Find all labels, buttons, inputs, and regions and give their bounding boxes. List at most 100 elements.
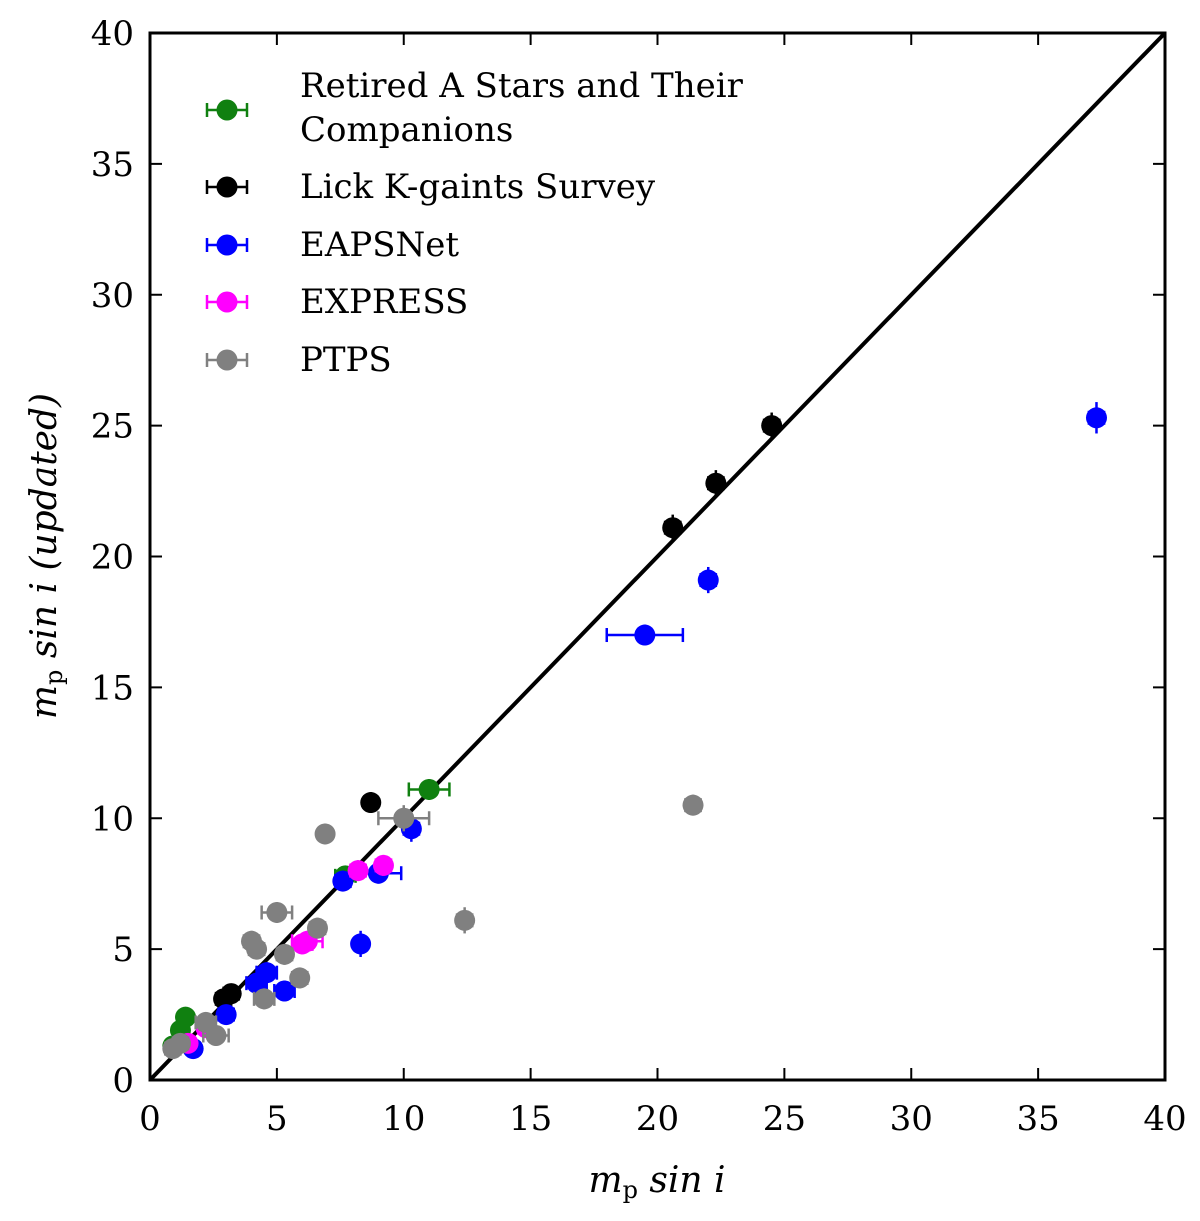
marker-eapsnet — [350, 933, 372, 955]
legend-marker — [216, 234, 238, 256]
x-axis-title: mp sin i — [588, 1160, 725, 1204]
marker-express — [372, 854, 394, 876]
marker-eapsnet — [634, 624, 656, 646]
marker-ptps — [273, 943, 295, 965]
y-tick-label: 0 — [112, 1061, 134, 1101]
data-point-eapsnet — [1085, 402, 1107, 434]
marker-lick-k-gaints-survey — [705, 472, 727, 494]
data-point-lick-k-gaints-survey — [705, 470, 727, 497]
x-tick-label: 30 — [890, 1099, 933, 1139]
marker-lick-k-gaints-survey — [761, 415, 783, 437]
y-axis-title: mp sin i (updated) — [24, 393, 68, 719]
marker-express — [291, 933, 313, 955]
marker-eapsnet — [697, 569, 719, 591]
marker-ptps — [314, 823, 336, 845]
marker-ptps — [246, 938, 268, 960]
data-point-ptps — [162, 1038, 184, 1060]
data-point-lick-k-gaints-survey — [360, 792, 382, 814]
x-tick-label: 25 — [763, 1099, 806, 1139]
legend-label: EAPSNet — [300, 225, 459, 265]
x-tick-label: 40 — [1143, 1099, 1186, 1139]
marker-ptps — [682, 794, 704, 816]
data-point-eapsnet — [697, 566, 719, 594]
data-point-ptps — [194, 1011, 218, 1033]
y-tick-label: 30 — [91, 276, 134, 316]
data-point-lick-k-gaints-survey — [662, 514, 684, 541]
data-point-ptps — [289, 967, 311, 989]
legend-label: Lick K-gaints Survey — [300, 167, 656, 207]
y-tick-label: 15 — [91, 668, 134, 708]
marker-eapsnet — [273, 980, 295, 1002]
marker-retired-a-stars-and-their-companions — [418, 778, 440, 800]
data-point-express — [372, 854, 394, 876]
axis-ticks: 0 5 10 15 20 25 30 35 40 0 5 10 15 20 25 30 35 40 — [91, 14, 1187, 1139]
data-point-ptps — [306, 917, 328, 939]
marker-express — [347, 860, 369, 882]
data-point-express — [347, 860, 369, 882]
y-tick-label: 5 — [112, 930, 134, 970]
data-point-eapsnet — [605, 624, 685, 646]
legend-label: PTPS — [300, 340, 392, 380]
data-point-ptps — [273, 943, 295, 965]
data-point-ptps — [260, 901, 294, 923]
marker-ptps — [393, 807, 415, 829]
legend-marker — [216, 176, 238, 198]
legend-label: Companions — [300, 110, 513, 150]
marker-eapsnet — [332, 870, 354, 892]
marker-lick-k-gaints-survey — [360, 792, 382, 814]
x-tick-label: 35 — [1016, 1099, 1059, 1139]
one-to-one-line — [150, 33, 1165, 1080]
data-point-eapsnet — [245, 972, 268, 994]
legend-item-eapsnet: EAPSNet — [205, 225, 459, 265]
data-point-eapsnet — [215, 1004, 237, 1026]
y-tick-label: 25 — [91, 407, 134, 447]
marker-ptps — [195, 1011, 217, 1033]
data-point-ptps — [682, 794, 704, 816]
y-tick-label: 20 — [91, 538, 134, 578]
data-point-express — [290, 933, 314, 955]
marker-ptps — [454, 909, 476, 931]
x-tick-label: 15 — [509, 1099, 552, 1139]
legend-item-lick-k-gaints-survey: Lick K-gaints Survey — [205, 167, 656, 207]
data-point-ptps — [314, 823, 336, 845]
legend-marker — [216, 99, 238, 121]
marker-ptps — [162, 1038, 184, 1060]
data-point-ptps — [252, 988, 276, 1010]
legend-item-ptps: PTPS — [205, 340, 392, 380]
data-point-retired-a-stars-and-their-companions — [407, 778, 451, 800]
legend-marker — [216, 291, 238, 313]
marker-eapsnet — [215, 1004, 237, 1026]
marker-ptps — [289, 967, 311, 989]
y-tick-label: 35 — [91, 145, 134, 185]
x-tick-label: 5 — [266, 1099, 288, 1139]
y-tick-label: 10 — [91, 799, 134, 839]
x-tick-label: 10 — [382, 1099, 425, 1139]
data-point-ptps — [246, 938, 268, 960]
legend-label: EXPRESS — [300, 282, 468, 322]
data-point-ptps — [377, 805, 431, 832]
legend-marker — [216, 349, 238, 371]
data-point-lick-k-gaints-survey — [761, 412, 783, 439]
data-point-lick-k-gaints-survey — [213, 988, 235, 1010]
marker-ptps — [306, 917, 328, 939]
marker-lick-k-gaints-survey — [662, 517, 684, 539]
x-tick-label: 0 — [139, 1099, 161, 1139]
legend-label: Retired A Stars and Their — [300, 66, 744, 106]
x-tick-label: 20 — [636, 1099, 679, 1139]
marker-eapsnet — [1085, 407, 1107, 429]
marker-ptps — [253, 988, 275, 1010]
y-tick-label: 40 — [91, 14, 134, 54]
data-point-eapsnet — [350, 930, 372, 957]
data-point-eapsnet — [273, 980, 296, 1002]
marker-eapsnet — [246, 972, 268, 994]
data-point-ptps — [454, 907, 476, 934]
data-point-eapsnet — [332, 870, 354, 892]
legend-item-express: EXPRESS — [205, 282, 468, 322]
plot-area — [150, 33, 1165, 1080]
marker-ptps — [266, 901, 288, 923]
marker-lick-k-gaints-survey — [213, 988, 235, 1010]
